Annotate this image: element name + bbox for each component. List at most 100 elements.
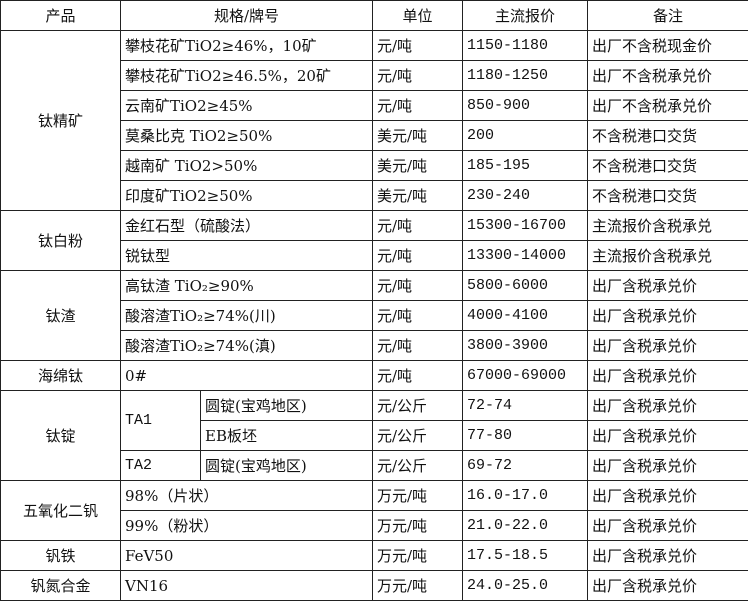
unit-cell: 元/吨 xyxy=(372,300,463,331)
header-row: 产品 规格/牌号 单位 主流报价 备注 xyxy=(0,0,748,31)
header-price: 主流报价 xyxy=(462,0,588,31)
unit-cell: 元/吨 xyxy=(372,240,463,271)
spec-cell: 攀枝花矿TiO2≥46%，10矿 xyxy=(120,30,373,61)
note-cell: 出厂不含税承兑价 xyxy=(587,90,748,121)
spec-cell: 圆锭(宝鸡地区) xyxy=(200,390,373,421)
note-cell: 主流报价含税承兑 xyxy=(587,240,748,271)
grade-cell: TA1 xyxy=(120,390,201,451)
product-cell: 钒铁 xyxy=(0,540,121,571)
unit-cell: 元/吨 xyxy=(372,360,463,391)
table-row: 攀枝花矿TiO2≥46.5%，20矿 元/吨 1180-1250 出厂不含税承兑价 xyxy=(1,60,748,91)
table-row: 锐钛型 元/吨 13300-14000 主流报价含税承兑 xyxy=(1,240,748,271)
note-cell: 出厂含税承兑价 xyxy=(587,570,748,601)
unit-cell: 万元/吨 xyxy=(372,570,463,601)
price-cell: 15300-16700 xyxy=(462,210,588,241)
unit-cell: 元/公斤 xyxy=(372,420,463,451)
unit-cell: 万元/吨 xyxy=(372,540,463,571)
table-row: 钛渣 高钛渣 TiO₂≥90% 元/吨 5800-6000 出厂含税承兑价 xyxy=(0,270,748,361)
price-cell: 200 xyxy=(462,120,588,151)
grade-cell: TA2 xyxy=(120,450,201,481)
price-cell: 16.0-17.0 xyxy=(462,480,588,511)
note-cell: 出厂含税承兑价 xyxy=(587,510,748,541)
spec-cell: 高钛渣 TiO₂≥90% xyxy=(120,270,373,301)
note-cell: 出厂含税承兑价 xyxy=(587,360,748,391)
price-cell: 67000-69000 xyxy=(462,360,588,391)
spec-cell: 锐钛型 xyxy=(120,240,373,271)
note-cell: 主流报价含税承兑 xyxy=(587,210,748,241)
spec-cell: 酸溶渣TiO₂≥74%(川) xyxy=(120,300,373,331)
header-note: 备注 xyxy=(587,0,748,31)
spec-cell: VN16 xyxy=(120,570,373,601)
spec-cell: 越南矿 TiO2>50% xyxy=(120,150,373,181)
table-row: 钒铁 FeV50 万元/吨 17.5-18.5 出厂含税承兑价 xyxy=(0,540,748,571)
header-unit: 单位 xyxy=(372,0,463,31)
spec-cell: 印度矿TiO2≥50% xyxy=(120,180,373,211)
spec-cell: 金红石型（硫酸法） xyxy=(120,210,373,241)
spec-cell: 98%（片状） xyxy=(120,480,373,511)
table-row: 莫桑比克 TiO2≥50% 美元/吨 200 不含税港口交货 xyxy=(1,120,748,151)
table-row: 云南矿TiO2≥45% 元/吨 850-900 出厂不含税承兑价 xyxy=(1,90,748,121)
product-cell: 钛渣 xyxy=(0,270,121,361)
unit-cell: 元/公斤 xyxy=(372,450,463,481)
spec-cell: EB板坯 xyxy=(200,420,373,451)
note-cell: 出厂含税承兑价 xyxy=(587,390,748,421)
note-cell: 出厂不含税承兑价 xyxy=(587,60,748,91)
note-cell: 出厂含税承兑价 xyxy=(587,480,748,511)
note-cell: 出厂不含税现金价 xyxy=(587,30,748,61)
product-cell: 钛锭 xyxy=(0,390,121,481)
note-cell: 出厂含税承兑价 xyxy=(587,330,748,361)
price-cell: 72-74 xyxy=(462,390,588,421)
price-cell: 5800-6000 xyxy=(462,270,588,301)
spec-cell: 圆锭(宝鸡地区) xyxy=(200,450,373,481)
price-cell: 185-195 xyxy=(462,150,588,181)
product-cell: 钛白粉 xyxy=(0,210,121,271)
unit-cell: 美元/吨 xyxy=(372,180,463,211)
unit-cell: 元/吨 xyxy=(372,330,463,361)
price-cell: 3800-3900 xyxy=(462,330,588,361)
table-row: TA2 圆锭(宝鸡地区) 元/公斤 69-72 出厂含税承兑价 xyxy=(1,450,748,481)
price-cell: 1150-1180 xyxy=(462,30,588,61)
note-cell: 出厂含税承兑价 xyxy=(587,300,748,331)
unit-cell: 元/吨 xyxy=(372,30,463,61)
price-cell: 850-900 xyxy=(462,90,588,121)
price-cell: 13300-14000 xyxy=(462,240,588,271)
unit-cell: 美元/吨 xyxy=(372,120,463,151)
table-row: 印度矿TiO2≥50% 美元/吨 230-240 不含税港口交货 xyxy=(1,180,748,211)
table-row: 钛白粉 金红石型（硫酸法） 元/吨 15300-16700 主流报价含税承兑 xyxy=(0,210,748,271)
spec-cell: 云南矿TiO2≥45% xyxy=(120,90,373,121)
table-row: 越南矿 TiO2>50% 美元/吨 185-195 不含税港口交货 xyxy=(1,150,748,181)
header-product: 产品 xyxy=(0,0,121,31)
note-cell: 不含税港口交货 xyxy=(587,180,748,211)
note-cell: 不含税港口交货 xyxy=(587,150,748,181)
unit-cell: 元/吨 xyxy=(372,210,463,241)
unit-cell: 美元/吨 xyxy=(372,150,463,181)
unit-cell: 万元/吨 xyxy=(372,510,463,541)
table-row: 钛锭 TA1 圆锭(宝鸡地区) 元/公斤 72-74 出厂含税承兑价 xyxy=(0,390,748,481)
table-row: 酸溶渣TiO₂≥74%(滇) 元/吨 3800-3900 出厂含税承兑价 xyxy=(1,330,748,361)
table-row: 钒氮合金 VN16 万元/吨 24.0-25.0 出厂含税承兑价 xyxy=(0,570,748,601)
spec-cell: 莫桑比克 TiO2≥50% xyxy=(120,120,373,151)
price-cell: 1180-1250 xyxy=(462,60,588,91)
table-row: 五氧化二钒 98%（片状） 万元/吨 16.0-17.0 出厂含税承兑价 xyxy=(0,480,748,541)
note-cell: 出厂含税承兑价 xyxy=(587,270,748,301)
table-row: 酸溶渣TiO₂≥74%(川) 元/吨 4000-4100 出厂含税承兑价 xyxy=(1,300,748,331)
unit-cell: 元/吨 xyxy=(372,60,463,91)
price-cell: 230-240 xyxy=(462,180,588,211)
unit-cell: 元/吨 xyxy=(372,90,463,121)
price-cell: 69-72 xyxy=(462,450,588,481)
header-spec: 规格/牌号 xyxy=(120,0,373,31)
spec-cell: FeV50 xyxy=(120,540,373,571)
spec-cell: 99%（粉状） xyxy=(120,510,373,541)
price-cell: 4000-4100 xyxy=(462,300,588,331)
unit-cell: 元/吨 xyxy=(372,270,463,301)
product-cell: 钛精矿 xyxy=(0,30,121,211)
spec-cell: 0# xyxy=(120,360,373,391)
spec-cell: 攀枝花矿TiO2≥46.5%，20矿 xyxy=(120,60,373,91)
price-cell: 77-80 xyxy=(462,420,588,451)
unit-cell: 万元/吨 xyxy=(372,480,463,511)
price-cell: 17.5-18.5 xyxy=(462,540,588,571)
product-cell: 钒氮合金 xyxy=(0,570,121,601)
product-cell: 海绵钛 xyxy=(0,360,121,391)
table-row: 99%（粉状） 万元/吨 21.0-22.0 出厂含税承兑价 xyxy=(1,510,748,541)
table-row: 钛精矿 攀枝花矿TiO2≥46%，10矿 元/吨 1150-1180 出厂不含税现金价 xyxy=(0,30,748,211)
